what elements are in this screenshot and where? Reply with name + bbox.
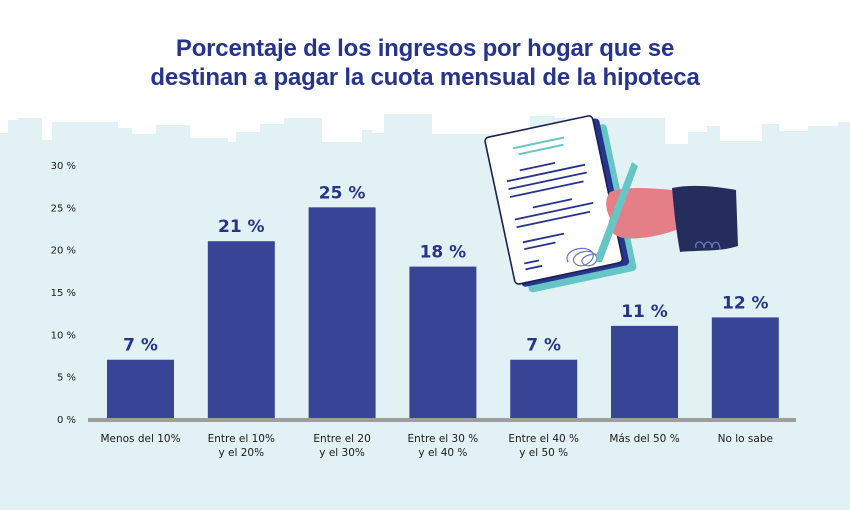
- document-line: [525, 264, 543, 271]
- x-axis-baseline: [88, 418, 796, 422]
- bar: [611, 325, 678, 419]
- x-tick-label: Entre el 10%: [208, 433, 275, 445]
- bar: [308, 207, 376, 419]
- data-label: 11 %: [621, 302, 668, 322]
- chart-title-line-2: destinan a pagar la cuota mensual de la …: [150, 64, 700, 91]
- y-axis: 0 % 5 % 10 % 15 % 20 % 25 % 30 %: [51, 161, 76, 426]
- document-line: [519, 162, 556, 172]
- data-labels: 7 % 21 % 25 % 18 % 7 % 11 % 12 %: [123, 183, 768, 355]
- data-label: 18 %: [420, 243, 467, 263]
- document-line: [522, 232, 565, 244]
- document-line: [506, 163, 586, 183]
- document-line: [524, 259, 540, 265]
- x-axis-labels: Menos del 10% Entre el 10% y el 20% Entre e…: [100, 433, 773, 459]
- x-tick-label: No lo sabe: [718, 433, 773, 445]
- document-line: [514, 201, 594, 221]
- bar: [107, 359, 174, 419]
- y-tick-label: 20 %: [51, 246, 76, 257]
- x-tick-label: Más del 50 %: [609, 433, 679, 445]
- data-label: 25 %: [319, 183, 366, 203]
- data-label: 12 %: [722, 293, 769, 313]
- document-line: [508, 171, 587, 191]
- data-label: 7 %: [123, 336, 158, 356]
- hand: [606, 188, 682, 239]
- x-tick-label: Entre el 20: [313, 433, 370, 445]
- bar: [711, 317, 779, 419]
- x-tick-label: Entre el 30 %: [408, 433, 479, 445]
- sleeve: [672, 185, 738, 252]
- document-line: [524, 241, 556, 251]
- cuff-scribble: [695, 241, 721, 251]
- y-tick-label: 0 %: [57, 415, 76, 426]
- hand-signing-document-icon: [484, 115, 738, 293]
- document-page: [484, 115, 624, 285]
- bar: [207, 241, 275, 419]
- x-tick-label: Entre el 40 %: [508, 433, 579, 445]
- bars: [107, 207, 779, 419]
- signature-scribble: [566, 247, 603, 267]
- x-tick-label: y el 40 %: [418, 447, 467, 459]
- chart-title-line-1: Porcentaje de los ingresos por hogar que…: [175, 35, 675, 62]
- document-line: [509, 180, 584, 198]
- document-line: [512, 136, 565, 150]
- x-tick-label: y el 20%: [218, 447, 264, 459]
- data-label: 7 %: [526, 336, 561, 356]
- bar: [510, 359, 578, 419]
- y-tick-label: 5 %: [57, 373, 76, 384]
- x-tick-label: Menos del 10%: [100, 433, 180, 445]
- y-tick-label: 15 %: [51, 288, 76, 299]
- document-line: [518, 143, 564, 156]
- document-line: [516, 210, 591, 229]
- y-tick-label: 30 %: [51, 161, 76, 172]
- y-tick-label: 25 %: [51, 203, 76, 214]
- bar: [409, 266, 477, 419]
- y-tick-label: 10 %: [51, 330, 76, 341]
- x-tick-label: y el 30%: [319, 447, 365, 459]
- chart-title: Porcentaje de los ingresos por hogar que…: [0, 34, 850, 92]
- document-line: [532, 198, 573, 209]
- x-tick-label: y el 50 %: [519, 447, 568, 459]
- data-label: 21 %: [218, 217, 265, 237]
- pen: [596, 162, 638, 262]
